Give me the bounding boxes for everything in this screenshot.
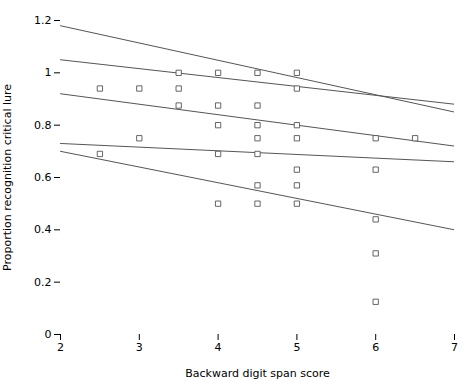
svg-text:0.6: 0.6 [34,171,52,184]
svg-text:0.4: 0.4 [34,223,52,236]
svg-text:Proportion recognition critica: Proportion recognition critical lure [1,84,14,271]
svg-text:1: 1 [45,66,52,79]
svg-text:1.2: 1.2 [34,14,52,27]
svg-text:0.8: 0.8 [34,119,52,132]
svg-text:7: 7 [451,341,458,354]
svg-text:5: 5 [293,341,300,354]
svg-text:3: 3 [136,341,143,354]
svg-text:Backward digit span score: Backward digit span score [185,367,330,379]
svg-text:0.2: 0.2 [34,276,52,289]
svg-text:2: 2 [57,341,64,354]
svg-text:4: 4 [215,341,222,354]
svg-text:0: 0 [45,328,52,341]
svg-text:6: 6 [372,341,379,354]
